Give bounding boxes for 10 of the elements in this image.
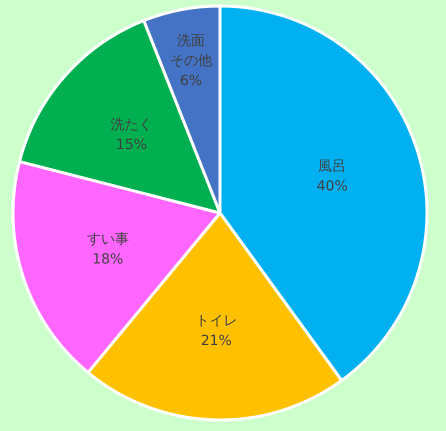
- slice-label: トイレ: [195, 312, 238, 329]
- data-label: 6%: [180, 72, 202, 89]
- data-label: 18%: [92, 251, 124, 268]
- data-label: 40%: [316, 178, 348, 195]
- slice-label: 風呂: [318, 158, 346, 175]
- slice-label: 洗面その他: [170, 32, 212, 69]
- slice-label: 洗たく: [110, 116, 152, 133]
- data-label: 15%: [116, 136, 148, 153]
- slice-label: すい事: [86, 231, 129, 248]
- data-label: 21%: [200, 332, 232, 349]
